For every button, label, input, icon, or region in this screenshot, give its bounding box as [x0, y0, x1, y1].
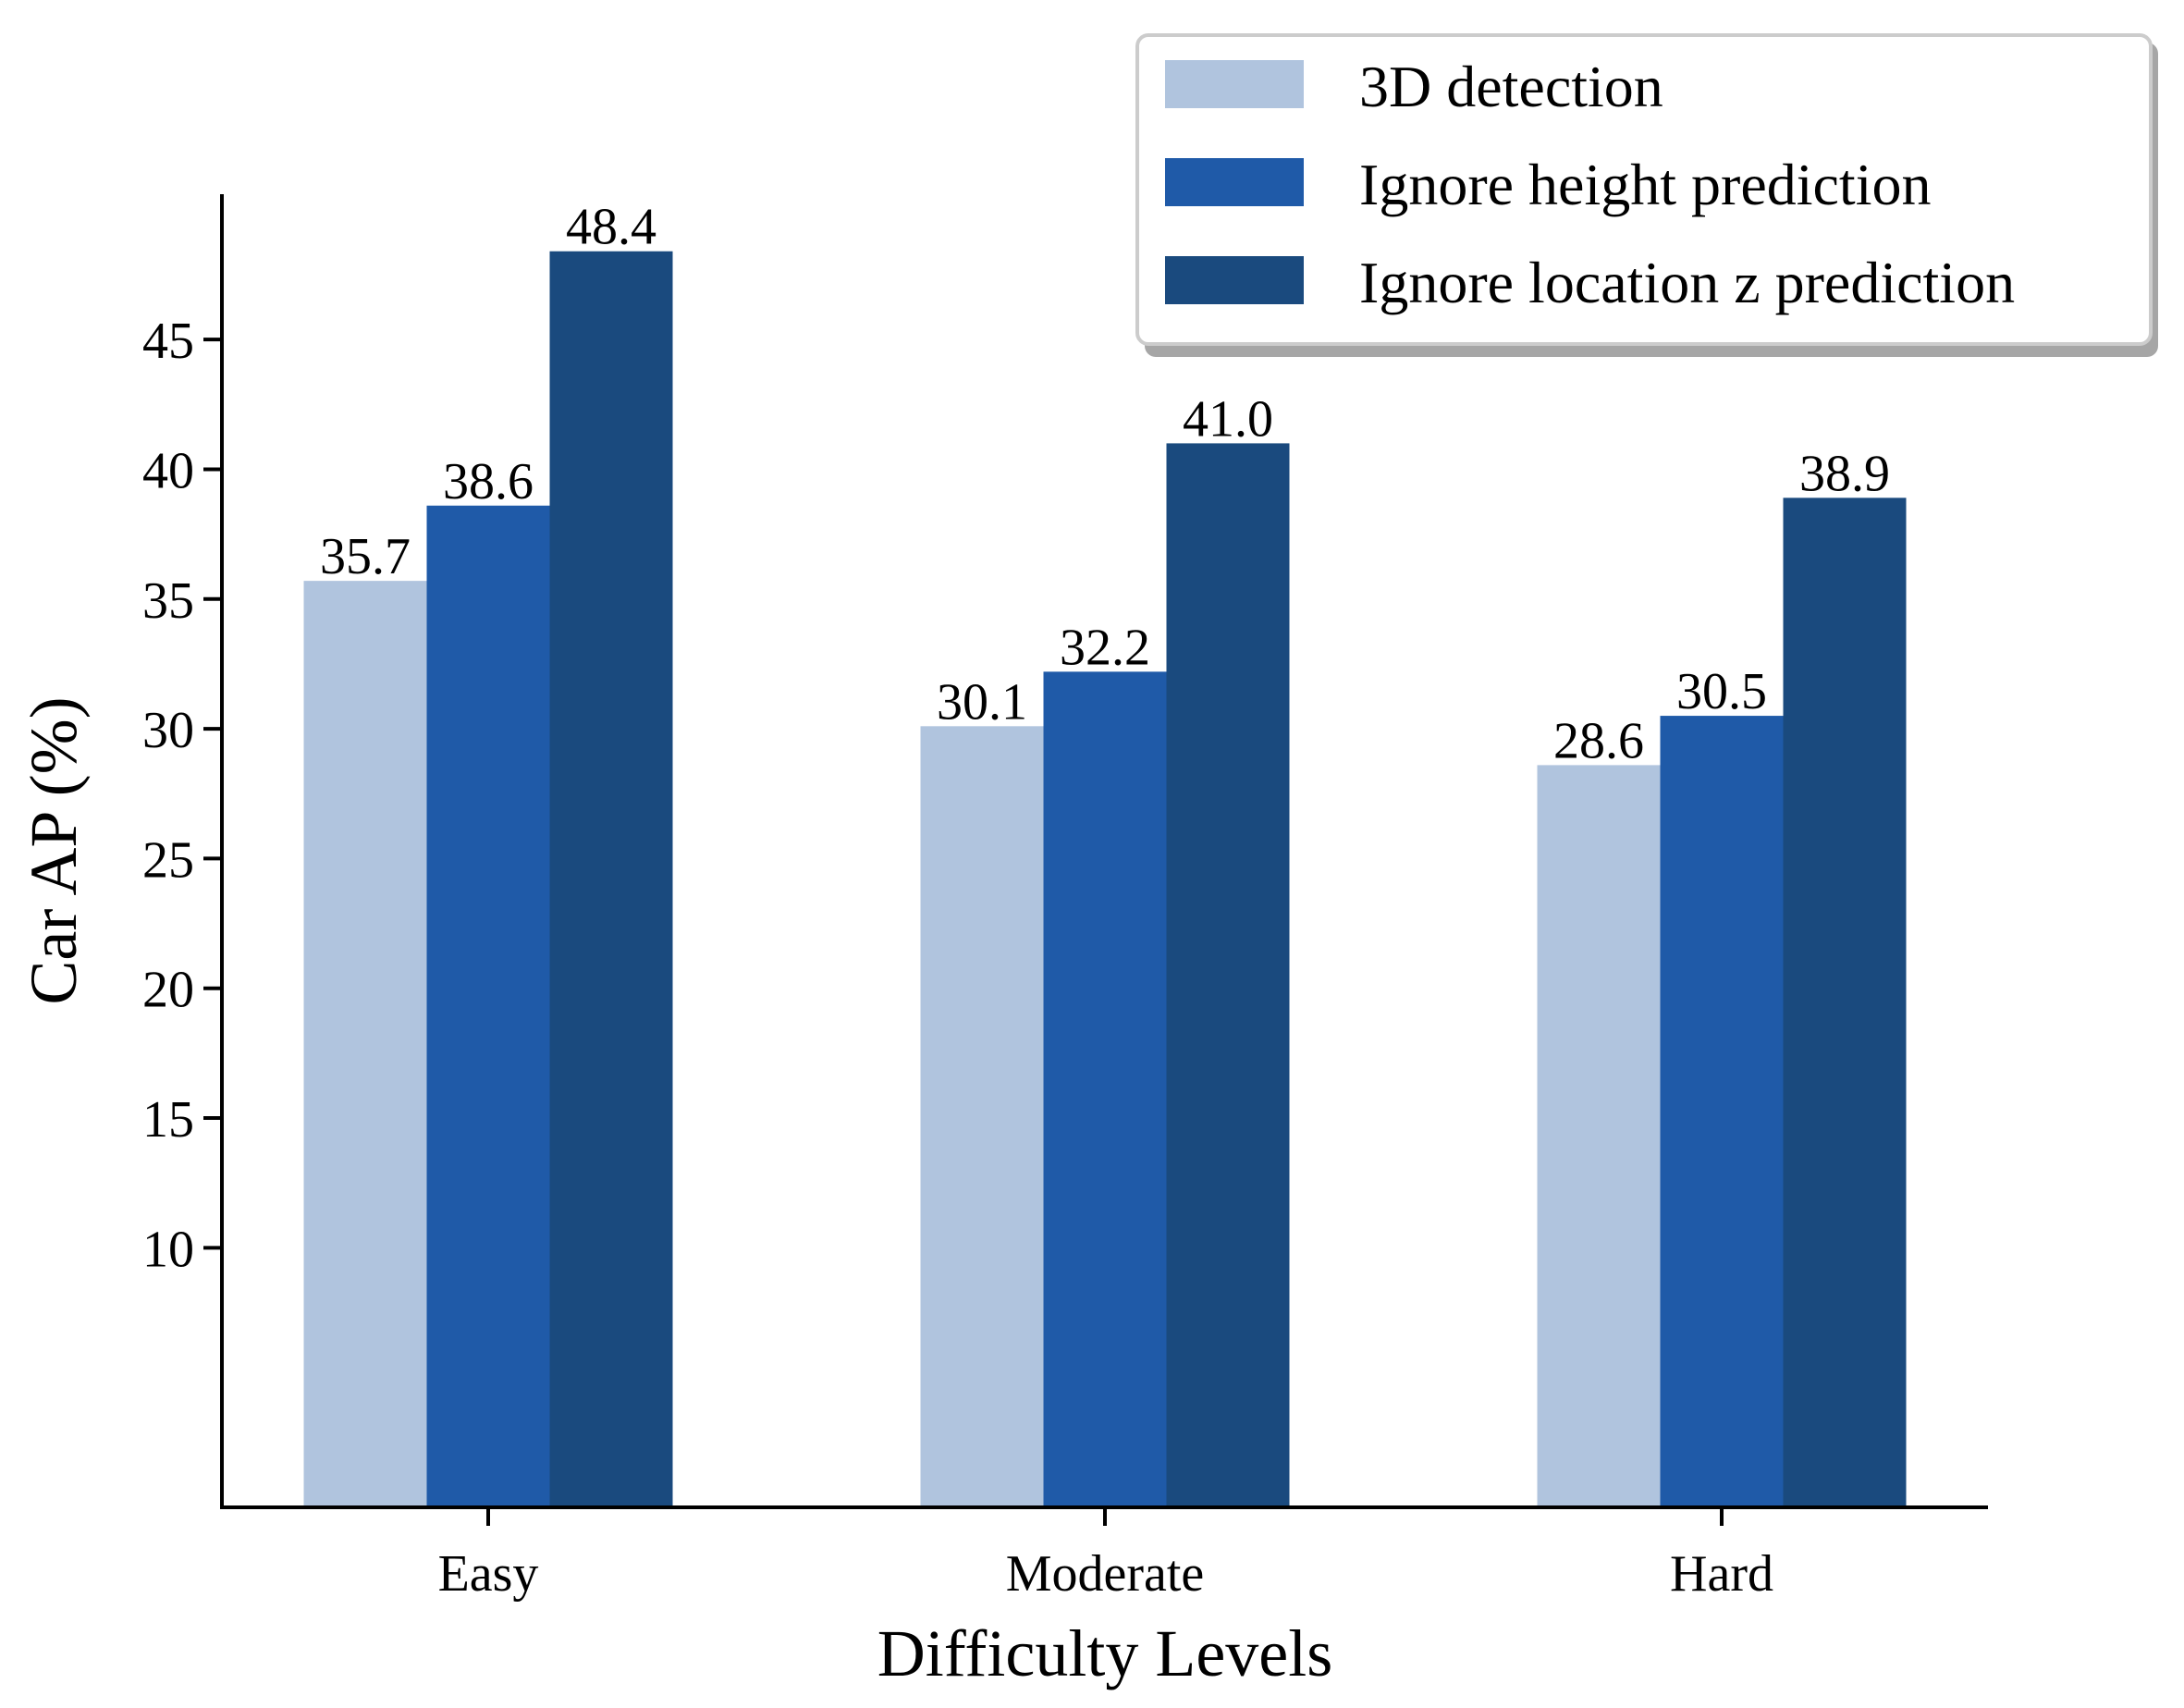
bar-value-label: 30.5: [1676, 663, 1767, 720]
bar-moderate-series-1: [920, 726, 1044, 1507]
bar-value-label: 32.2: [1060, 619, 1150, 676]
bar-easy-series-2: [426, 505, 550, 1507]
y-tick-label: 30: [142, 702, 194, 759]
bar-value-label: 38.6: [443, 453, 534, 510]
x-tick-label: Hard: [1670, 1545, 1773, 1603]
y-tick-label: 40: [142, 442, 194, 499]
bar-hard-series-2: [1660, 716, 1784, 1507]
bar-hard-series-3: [1783, 498, 1907, 1508]
bar-moderate-series-3: [1166, 443, 1290, 1507]
bars-group: [303, 251, 1907, 1508]
x-tick-label: Easy: [438, 1545, 539, 1603]
bar-moderate-series-2: [1043, 671, 1167, 1507]
y-tick-label: 15: [142, 1091, 194, 1149]
y-axis-title: Car AP (%): [17, 696, 91, 1004]
bar-easy-series-3: [549, 251, 673, 1507]
y-ticks: 10 15 20 25 30 35 40 45: [142, 313, 222, 1278]
legend-label: Ignore location z prediction: [1359, 250, 2015, 315]
y-tick-label: 35: [142, 572, 194, 630]
y-tick-label: 45: [142, 313, 194, 370]
legend-swatch: [1165, 158, 1304, 206]
bar-value-label: 30.1: [937, 673, 1027, 731]
y-tick-label: 10: [142, 1221, 194, 1278]
x-tick-label: Moderate: [1006, 1545, 1205, 1603]
bar-value-label: 28.6: [1553, 712, 1644, 769]
legend-frame: [1135, 33, 2153, 346]
y-tick-label: 25: [142, 831, 194, 889]
legend-items: 3D detection Ignore height prediction Igno…: [1165, 54, 2015, 315]
bar-value-label: 48.4: [566, 199, 656, 256]
bar-value-label: 35.7: [320, 528, 411, 585]
legend: 3D detection Ignore height prediction Igno…: [1135, 33, 2158, 357]
bar-value-label: 41.0: [1183, 390, 1273, 448]
legend-label: 3D detection: [1359, 54, 1663, 119]
legend-label: Ignore height prediction: [1359, 152, 1931, 217]
bar-value-labels: 35.7 38.6 48.4 30.1 32.2 41.0 28.6 30.5 38.9: [320, 199, 1890, 770]
bar-value-label: 38.9: [1799, 445, 1890, 502]
y-tick-label: 20: [142, 962, 194, 1019]
legend-swatch: [1165, 60, 1304, 108]
bar-easy-series-1: [303, 581, 427, 1507]
x-ticks: Easy Moderate Hard: [438, 1507, 1773, 1603]
bar-hard-series-1: [1537, 765, 1661, 1507]
x-axis-title: Difficulty Levels: [877, 1616, 1333, 1690]
legend-swatch: [1165, 256, 1304, 304]
